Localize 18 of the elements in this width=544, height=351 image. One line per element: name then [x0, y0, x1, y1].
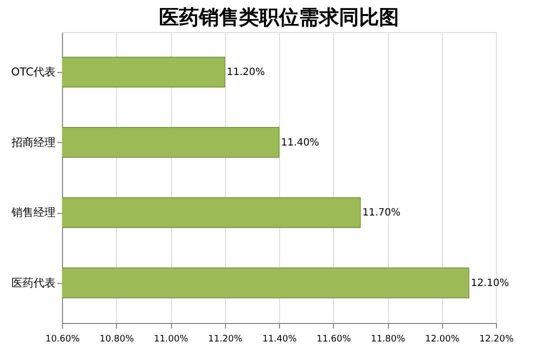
y-tick-label: 医药代表 [12, 276, 56, 290]
y-tick-label: OTC代表 [11, 66, 56, 79]
data-label: 11.20% [226, 67, 265, 78]
x-tick-label: 11.40% [262, 334, 298, 344]
x-tick-label: 10.60% [45, 334, 80, 344]
x-tick-label: 12.00% [425, 334, 460, 344]
x-tick-label: 11.60% [316, 334, 352, 344]
chart-title: 医药销售类职位需求同比图 [159, 5, 399, 29]
x-tick-label: 10.80% [100, 334, 134, 344]
x-tick-label: 11.20% [208, 334, 243, 344]
x-tick-label: 12.20% [479, 334, 514, 344]
x-tick-label: 11.00% [154, 334, 189, 344]
y-tick-label: 招商经理 [10, 136, 56, 149]
data-label: 11.40% [281, 137, 320, 148]
y-tick-label: 销售经理 [10, 206, 56, 220]
data-label: 11.70% [362, 208, 401, 219]
x-tick-label: 11.80% [370, 334, 406, 344]
data-label: 12.10% [470, 278, 510, 289]
